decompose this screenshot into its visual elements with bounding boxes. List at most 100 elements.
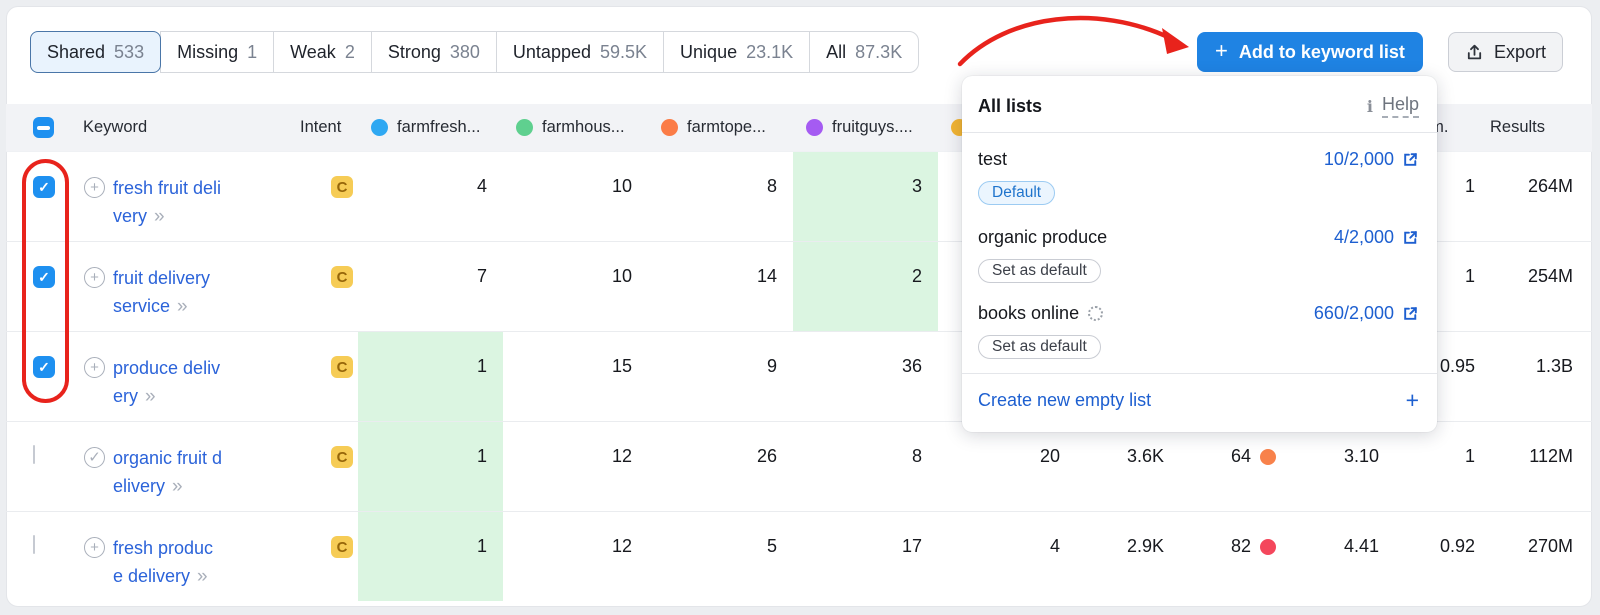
row-checkbox[interactable]: ✓ (33, 356, 55, 378)
position-cell: 10 (611, 176, 632, 196)
position-cell: 12 (611, 536, 632, 556)
tab-all[interactable]: All 87.3K (809, 31, 920, 73)
export-icon (1465, 43, 1484, 62)
row-checkbox[interactable] (33, 535, 35, 554)
table-row: ✓ + fresh fruit deli very» C 4 10 8 3 1 2… (6, 151, 1592, 241)
add-circle-icon[interactable]: + (84, 537, 105, 558)
check-circle-icon[interactable]: ✓ (84, 447, 105, 468)
expand-arrows-icon[interactable]: » (177, 296, 188, 317)
expand-arrows-icon[interactable]: » (154, 206, 165, 227)
competitor-dot (806, 119, 823, 136)
tab-missing[interactable]: Missing 1 (160, 31, 275, 73)
tab-label: Unique (680, 41, 738, 62)
kd-difficulty-dot (1260, 539, 1276, 555)
position-cell: 12 (611, 446, 632, 466)
expand-arrows-icon[interactable]: » (197, 566, 208, 587)
add-to-keyword-list-button[interactable]: + Add to keyword list (1197, 32, 1423, 72)
divider (962, 373, 1437, 374)
intent-badge: C (331, 446, 353, 468)
export-button[interactable]: Export (1448, 32, 1564, 72)
info-icon: i (1366, 96, 1373, 116)
header-results[interactable]: Results (1490, 118, 1546, 136)
create-new-list-plus-icon[interactable]: + (1405, 387, 1419, 413)
row-checkbox[interactable] (33, 445, 35, 464)
select-all-checkbox[interactable] (33, 117, 54, 138)
cpc-cell: 3.10 (1343, 446, 1379, 466)
header-keyword[interactable]: Keyword (83, 118, 148, 136)
com-cell: 1 (1464, 266, 1475, 286)
row-checkbox[interactable]: ✓ (33, 266, 55, 288)
position-cell: 8 (911, 446, 922, 466)
keyword-link[interactable]: fresh produc e delivery» (113, 538, 214, 587)
position-cell: 36 (901, 356, 922, 376)
plus-icon: + (1215, 38, 1228, 63)
header-competitor-1[interactable]: farmfresh... (358, 104, 503, 151)
tab-label: Shared (47, 41, 106, 62)
keyword-link[interactable]: fresh fruit deli very» (113, 178, 222, 227)
tab-count: 1 (247, 41, 258, 62)
results-cell: 1.3B (1535, 356, 1573, 376)
tab-strong[interactable]: Strong 380 (370, 31, 497, 73)
tab-weak[interactable]: Weak 2 (273, 31, 372, 73)
list-name: organic produce (978, 227, 1108, 247)
set-as-default-button[interactable]: Set as default (978, 259, 1101, 283)
external-link-icon (1404, 231, 1417, 244)
competitor-dot (516, 119, 533, 136)
annotation-circle (22, 159, 69, 403)
competitor-dot (371, 119, 388, 136)
position-cell: 10 (611, 266, 632, 286)
external-link-icon (1404, 153, 1417, 166)
list-usage-link[interactable]: 4/2,000 (1334, 227, 1419, 248)
results-cell: 264M (1527, 176, 1573, 196)
position-cell: 8 (766, 176, 777, 196)
header-competitor-3[interactable]: farmtope... (648, 104, 793, 151)
tab-untapped[interactable]: Untapped 59.5K (495, 31, 665, 73)
results-cell: 112M (1529, 446, 1573, 466)
divider (962, 132, 1437, 133)
cpc-cell: 4.41 (1343, 536, 1379, 556)
add-circle-icon[interactable]: + (84, 267, 105, 288)
set-as-default-button[interactable]: Set as default (978, 335, 1101, 359)
header-competitor-2[interactable]: farmhous... (503, 104, 648, 151)
tab-label: Missing (177, 41, 239, 62)
list-usage-link[interactable]: 660/2,000 (1314, 303, 1419, 324)
tab-count: 380 (449, 41, 480, 62)
position-cell: 26 (756, 446, 777, 466)
header-intent[interactable]: Intent (300, 118, 342, 136)
com-cell: 1 (1464, 446, 1475, 466)
position-cell: 4 (1049, 536, 1060, 556)
tab-label: Untapped (512, 41, 591, 62)
position-cell: 4 (476, 176, 487, 196)
competitor-dot (661, 119, 678, 136)
tab-count: 23.1K (746, 41, 794, 62)
intent-badge: C (331, 266, 353, 288)
keyword-link[interactable]: organic fruit d elivery» (113, 448, 223, 497)
position-cell: 14 (756, 266, 777, 286)
list-usage-link[interactable]: 10/2,000 (1324, 149, 1419, 170)
annotation-arrow (957, 15, 1189, 67)
add-circle-icon[interactable]: + (84, 357, 105, 378)
keyword-link[interactable]: fruit delivery service» (113, 268, 211, 317)
header-competitor-4[interactable]: fruitguys.... (793, 104, 938, 151)
tab-shared[interactable]: Shared 533 (30, 31, 162, 73)
table-row: ✓ organic fruit d elivery» C 1 12 26 8 20… (6, 421, 1592, 511)
add-circle-icon[interactable]: + (84, 177, 105, 198)
position-cell: 20 (1039, 446, 1060, 466)
tab-count: 533 (114, 41, 145, 62)
expand-arrows-icon[interactable]: » (145, 386, 156, 407)
tab-label: Weak (290, 41, 336, 62)
keyword-link[interactable]: produce deliv ery» (113, 358, 221, 407)
help-link[interactable]: Help (1381, 94, 1419, 118)
create-new-list-link[interactable]: Create new empty list (978, 390, 1152, 410)
table-row: ✓ + produce deliv ery» C 1 15 9 36 0.95 1… (6, 331, 1592, 421)
list-item: test 10/2,000 (978, 149, 1419, 170)
expand-arrows-icon[interactable]: » (172, 476, 183, 497)
kd-cell: 64 (1180, 422, 1290, 511)
position-cell-best: 1 (358, 512, 503, 601)
position-cell-best: 1 (358, 422, 503, 511)
header-select-all-cell (6, 104, 70, 151)
kd-cell: 82 (1180, 512, 1290, 601)
com-cell: 1 (1464, 176, 1475, 196)
tab-unique[interactable]: Unique 23.1K (663, 31, 811, 73)
